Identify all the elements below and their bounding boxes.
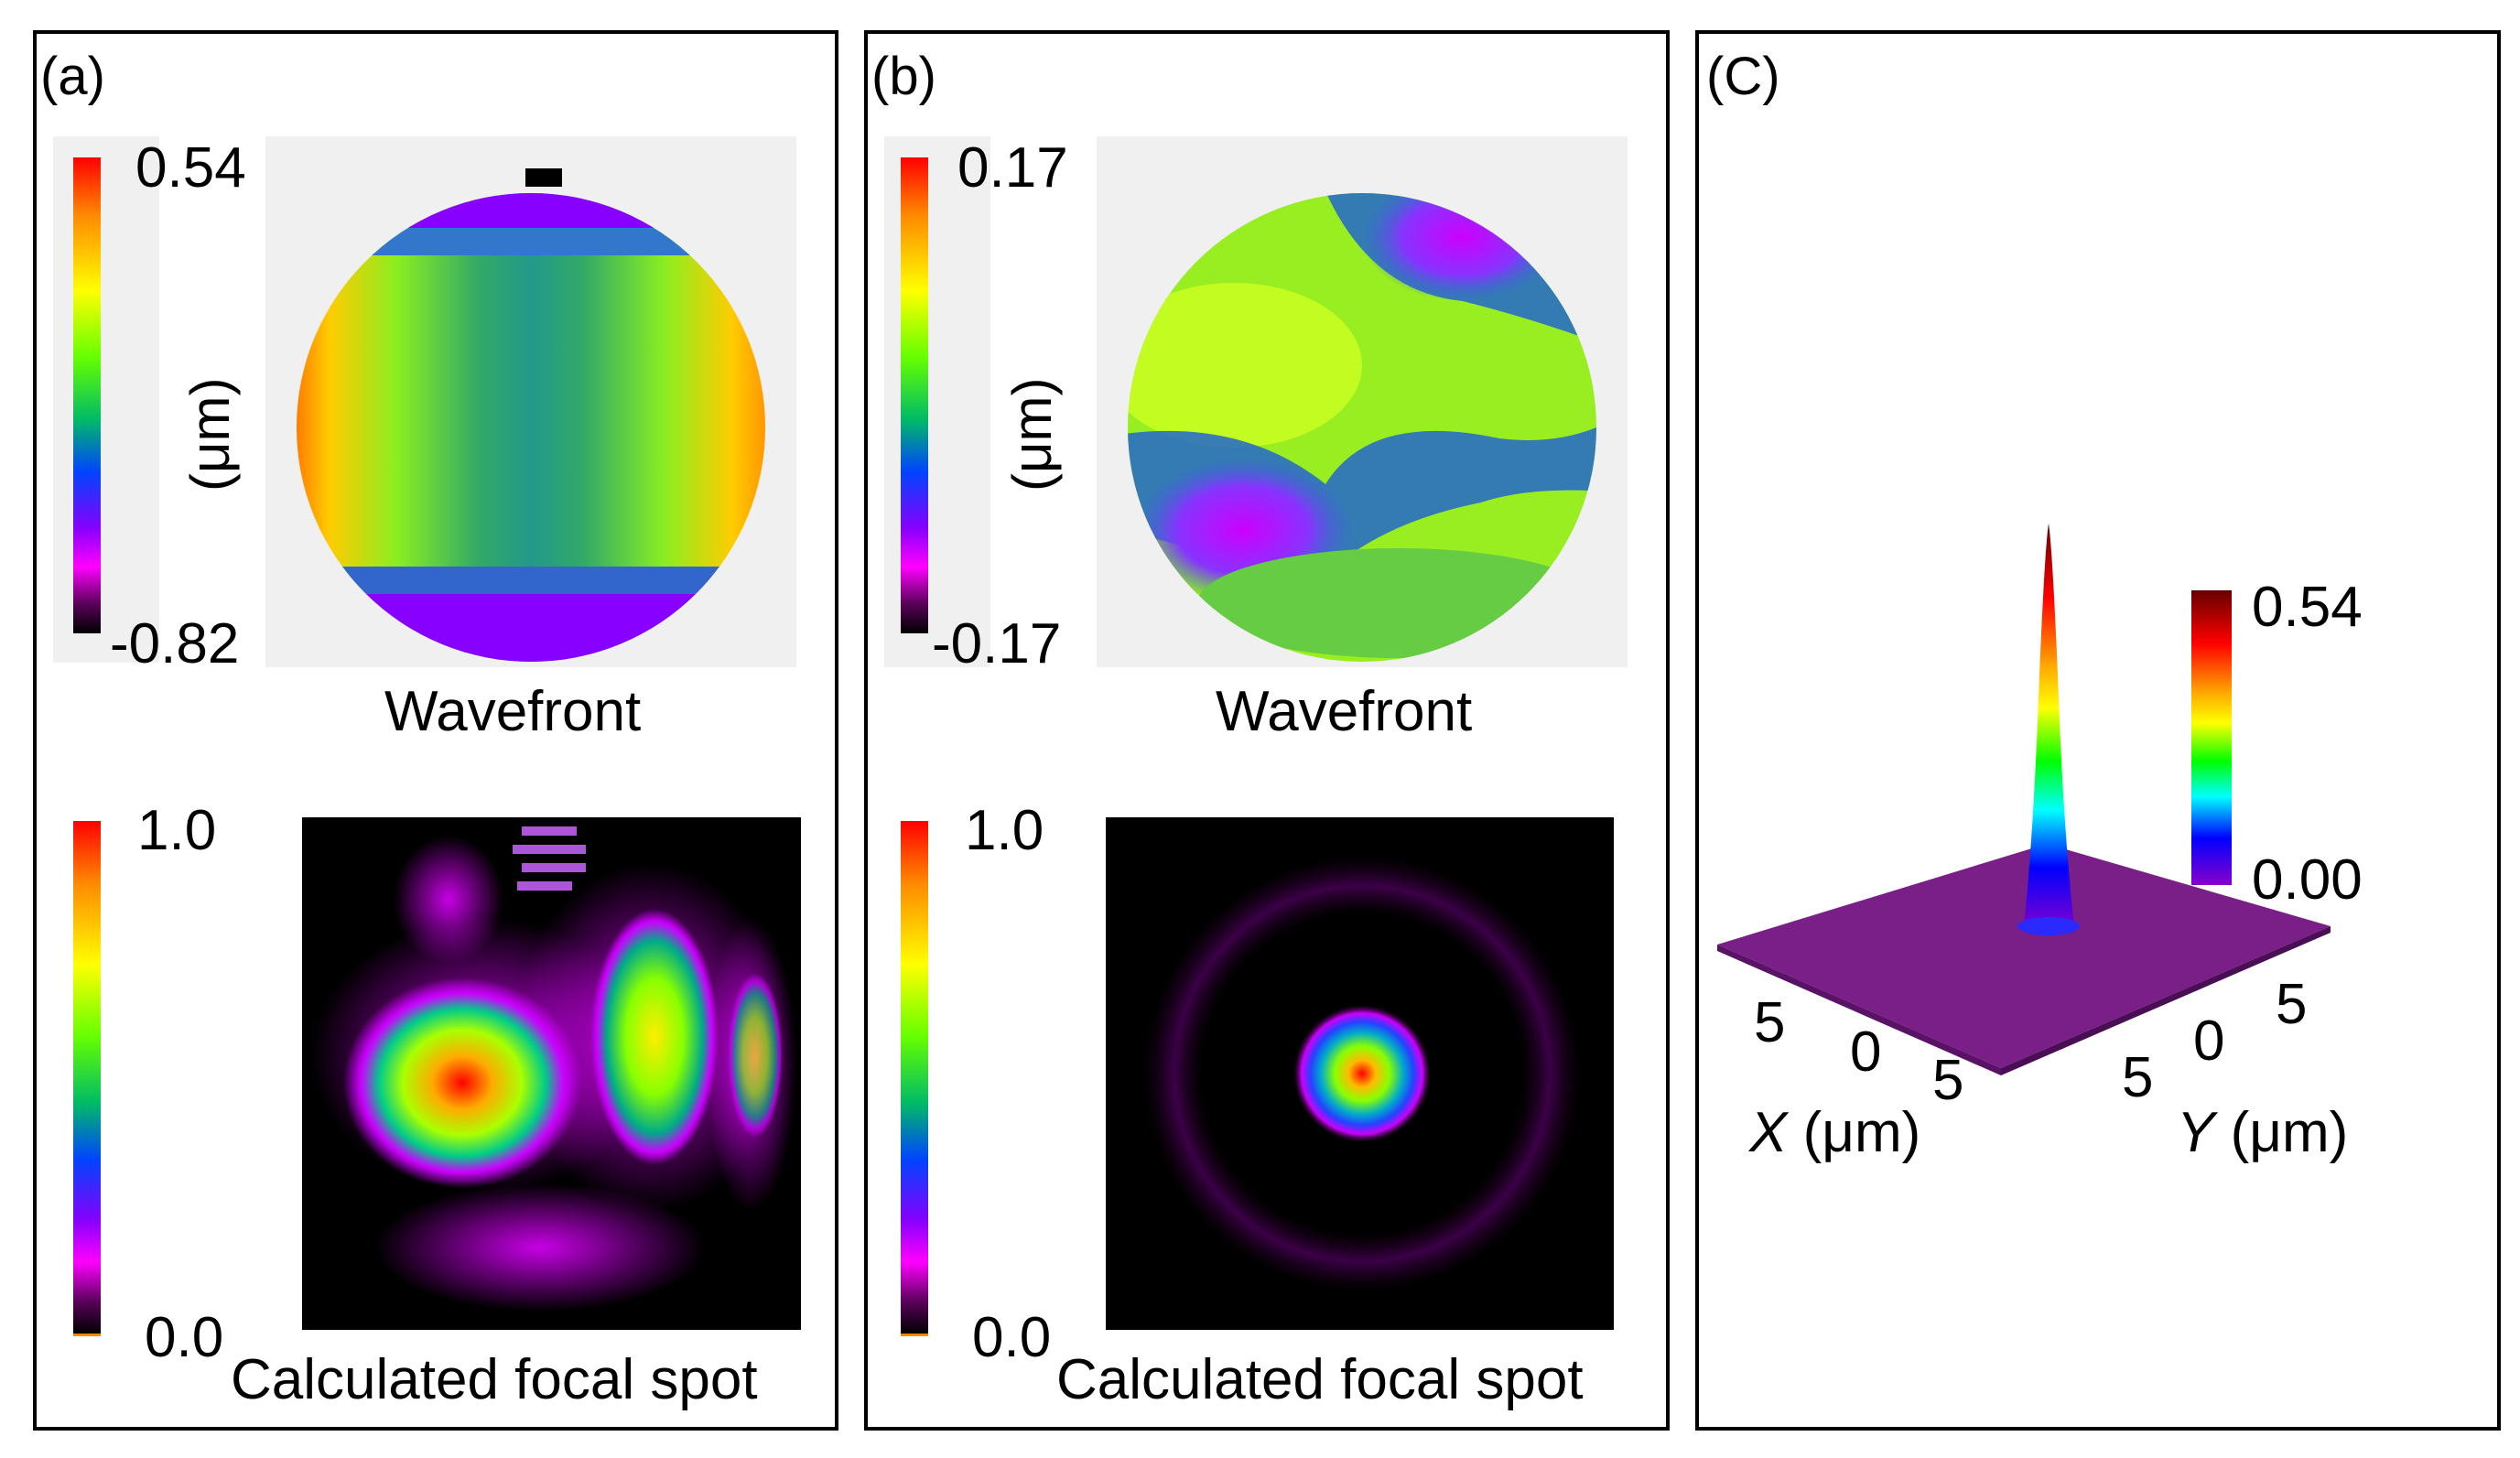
surface-peak-base: [2017, 917, 2080, 935]
wavefront-cbar-min-a: -0.82: [110, 612, 240, 675]
focal-spot-map-b: [1106, 817, 1614, 1330]
y-axis-symbol: Y: [2177, 1101, 2215, 1164]
focal-cbar-min-a: 0.0: [145, 1306, 224, 1369]
wavefront-colorbar-b: [901, 157, 928, 633]
wavefront-map-a-svg: [297, 168, 765, 662]
wavefront-cbar-min-b: -0.17: [932, 612, 1062, 675]
panel-b: (b) 0.17 -0.17 (μm): [864, 30, 1670, 1431]
panel-a: (a) 0.54 -0.82 (μm): [33, 30, 838, 1431]
focal-colorbar-a: [73, 821, 101, 1336]
panel-label-b: (b): [871, 47, 936, 106]
focal-cbar-min-b: 0.0: [972, 1306, 1052, 1369]
y-axis-unit: (μm): [2214, 1101, 2349, 1164]
surface-floor: [1717, 844, 2331, 1068]
x-tick-2: 5: [1932, 1049, 1964, 1112]
wavefront-colorbar-a: [73, 157, 101, 633]
panel-label-a: (a): [40, 47, 105, 106]
y-tick-1: 0: [2193, 1010, 2225, 1073]
wavefront-caption-a: Wavefront: [384, 680, 642, 743]
wavefront-unit-a: (μm): [179, 377, 241, 491]
x-axis-symbol: X: [1749, 1101, 1788, 1164]
focal-spot-map-a-svg: [311, 826, 796, 1312]
wavefront-cbar-max-b: 0.17: [957, 136, 1068, 200]
cbar-min-c: 0.00: [2252, 848, 2363, 912]
surface-peak: [2024, 524, 2074, 934]
focal-spot-map-b-svg: [1133, 845, 1591, 1302]
focal-colorbar-b: [901, 821, 928, 1336]
focal-caption-a: Calculated focal spot: [231, 1348, 758, 1411]
cbar-max-c: 0.54: [2252, 576, 2363, 639]
wavefront-colorbar-bg-a: [53, 136, 159, 663]
panel-label-c: (C): [1706, 47, 1780, 106]
y-axis-title: Y (μm): [2177, 1105, 2348, 1161]
panel-c: (C) 0.54 0.00 5 0 5 5 0 5 X (μm): [1695, 30, 2501, 1431]
wavefront-cbar-max-a: 0.54: [135, 136, 246, 200]
x-axis-unit: (μm): [1787, 1101, 1921, 1164]
wavefront-map-a: [265, 136, 796, 667]
y-tick-2: 5: [2276, 973, 2308, 1036]
focal-cbar-max-b: 1.0: [965, 799, 1044, 862]
focal-spot-map-a: [302, 817, 801, 1330]
colorbar-c: [2191, 590, 2232, 885]
wavefront-map-b-svg: [1128, 193, 1596, 662]
surface-side-right: [2001, 926, 2331, 1075]
x-tick-0: 5: [1754, 991, 1786, 1054]
focal-caption-b: Calculated focal spot: [1056, 1348, 1584, 1411]
surface-side-left: [1717, 945, 2001, 1075]
x-axis-title: X (μm): [1749, 1105, 1920, 1161]
wavefront-map-b: [1097, 136, 1628, 667]
surface-plot-c: [1717, 524, 2331, 1075]
focal-cbar-max-a: 1.0: [137, 799, 217, 862]
wavefront-unit-b: (μm): [1001, 377, 1063, 491]
x-tick-1: 0: [1850, 1021, 1882, 1084]
y-tick-0: 5: [2122, 1046, 2154, 1109]
wavefront-caption-b: Wavefront: [1216, 680, 1473, 743]
